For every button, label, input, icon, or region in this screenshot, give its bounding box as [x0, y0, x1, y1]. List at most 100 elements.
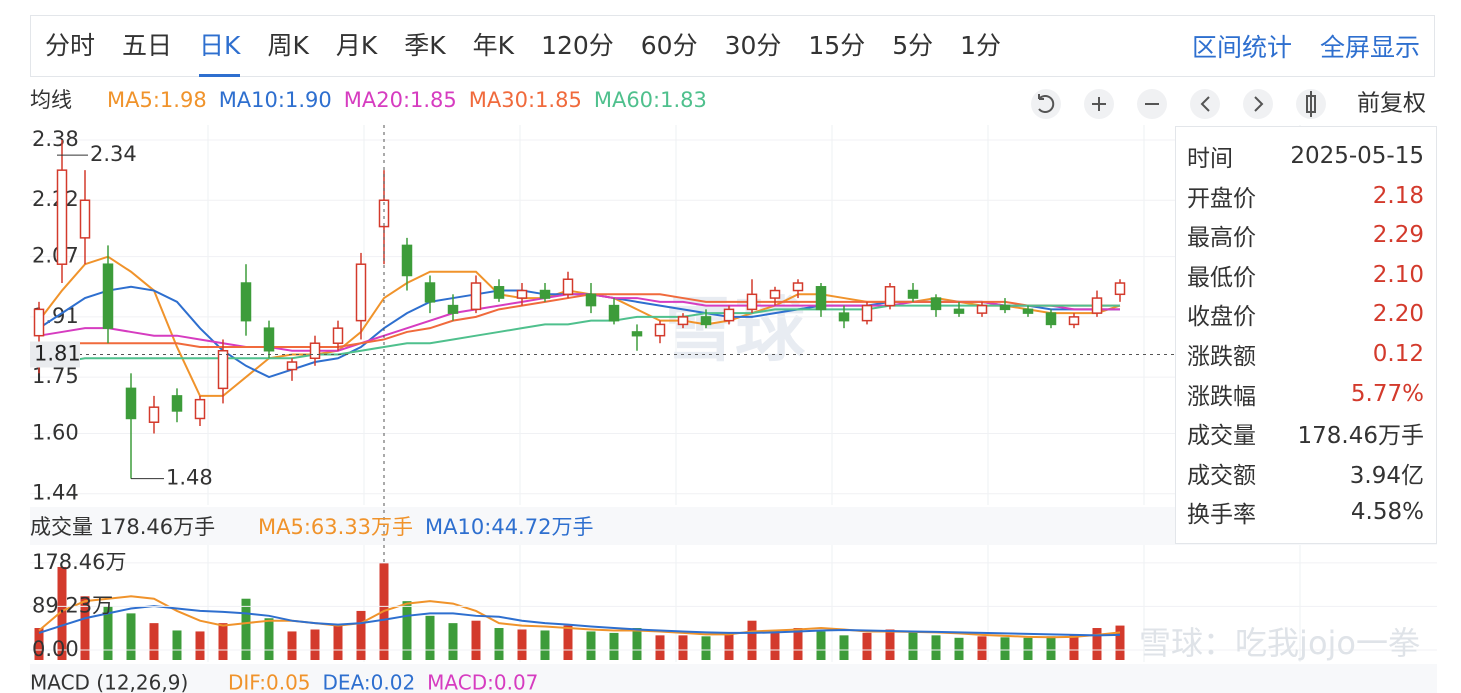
y-tick-label: 2.22	[32, 187, 79, 211]
tool-link[interactable]: 全屏显示	[1319, 33, 1420, 62]
candle-body	[355, 263, 367, 322]
volume-bar	[632, 628, 642, 660]
macd-legend-item: DEA:0.02	[323, 671, 416, 693]
volume-legend-item: MA5:63.33万手	[258, 515, 413, 539]
period-tab[interactable]: 60分	[640, 31, 698, 60]
volume-bar	[793, 628, 803, 660]
tool-icon	[1254, 96, 1264, 112]
volume-tick-label: 89.23万	[32, 593, 113, 617]
candle-body	[953, 308, 965, 314]
volume-bar	[586, 631, 596, 660]
y-tick-label: 1.44	[32, 481, 79, 505]
period-tab[interactable]: 15分	[808, 31, 866, 60]
info-label: 涨跌幅	[1187, 383, 1256, 410]
volume-bar	[333, 625, 343, 660]
volume-bar	[816, 631, 826, 660]
period-tab[interactable]: 月K	[335, 31, 378, 60]
tool-link[interactable]: 区间统计	[1191, 33, 1292, 62]
candle-body	[33, 308, 45, 337]
info-value: 4.58%	[1350, 499, 1424, 526]
volume-tick-label: 178.46万	[32, 550, 126, 574]
candle-body	[861, 304, 873, 322]
info-label: 涨跌额	[1187, 344, 1256, 370]
tool-button[interactable]	[1031, 89, 1061, 119]
volume-bar	[57, 566, 67, 660]
period-tab[interactable]: 日K	[199, 15, 241, 77]
watermark: 雪球：吃我jojo一拳	[1139, 624, 1420, 662]
candle-body	[447, 304, 459, 314]
candle-body	[1091, 297, 1103, 314]
volume-bar	[149, 623, 159, 660]
candle-body	[378, 199, 390, 228]
info-row: 涨跌幅 5.77%	[1187, 377, 1424, 411]
ma-legend-item: MA30:1.85	[469, 88, 582, 112]
volume-bar	[448, 623, 458, 660]
candle-body	[217, 349, 229, 390]
period-tab[interactable]: 120分	[541, 31, 614, 60]
volume-bar	[34, 628, 44, 660]
info-label: 时间	[1187, 146, 1233, 172]
tool-icon	[1092, 97, 1106, 111]
period-tab[interactable]: 5分	[892, 31, 934, 60]
y-tick-label: 2.38	[32, 127, 79, 151]
volume-bar	[655, 635, 665, 660]
candle-body	[332, 327, 344, 344]
info-row: 成交额 3.94亿	[1187, 456, 1424, 490]
info-row: 最低价 2.10	[1187, 258, 1424, 292]
candle-body	[884, 286, 896, 307]
candle-body	[424, 282, 436, 303]
volume-bar	[862, 632, 872, 660]
ma-legend-item: MA5:1.98	[107, 88, 207, 112]
info-value: 5.77%	[1350, 380, 1424, 407]
volume-bar	[1069, 635, 1079, 660]
ma-legend-title: 均线	[30, 88, 72, 112]
tool-button[interactable]	[1190, 89, 1220, 119]
macd-legend-item: MACD:0.07	[427, 671, 538, 693]
ma-legend-item: MA10:1.90	[219, 88, 332, 112]
tool-links: 区间统计 全屏显示	[1178, 28, 1434, 64]
tool-icon	[1200, 96, 1210, 112]
info-value: 178.46万手	[1297, 423, 1424, 450]
volume-legend-item: MA10:44.72万手	[425, 515, 593, 539]
volume-bar	[1115, 625, 1125, 660]
y-tick-label: 1.75	[32, 364, 79, 388]
y-tick-label: 1.60	[32, 421, 79, 445]
info-row: 成交量 178.46万手	[1187, 416, 1424, 450]
candle-body	[539, 289, 551, 299]
candle-body	[493, 286, 505, 299]
period-tab[interactable]: 30分	[724, 31, 782, 60]
volume-bar	[908, 631, 918, 660]
volume-bar	[218, 623, 228, 660]
candle-body	[677, 316, 689, 326]
volume-ma-line	[38, 595, 1121, 639]
adjust-label: 前复权	[1357, 91, 1426, 117]
volume-bar	[172, 630, 182, 660]
volume-bar	[931, 635, 941, 660]
volume-bar	[471, 620, 481, 660]
candle-body	[148, 406, 160, 423]
period-tab[interactable]: 五日	[122, 31, 173, 60]
info-label: 换手率	[1187, 502, 1256, 529]
candle-body	[907, 289, 919, 299]
period-tab[interactable]: 1分	[960, 31, 1002, 60]
candle-body	[746, 293, 758, 311]
period-tab[interactable]: 季K	[404, 31, 446, 60]
volume-bar	[540, 630, 550, 660]
period-tab[interactable]: 年K	[472, 31, 515, 60]
period-tab[interactable]: 周K	[267, 31, 309, 60]
volume-bar	[517, 629, 527, 660]
volume-ma-line	[38, 605, 1121, 637]
candle-body	[838, 312, 850, 322]
period-tab[interactable]: 分时	[45, 31, 96, 60]
candle-body	[976, 304, 988, 314]
volume-bar	[1092, 628, 1102, 660]
tool-button[interactable]	[1243, 89, 1273, 119]
volume-bar	[1023, 637, 1033, 660]
volume-bar	[747, 620, 757, 660]
candle-body	[240, 282, 252, 322]
candle-body	[102, 263, 114, 329]
volume-bar	[264, 618, 274, 660]
volume-bar	[1046, 636, 1056, 660]
candle-body	[1045, 312, 1057, 326]
info-value: 2025-05-15	[1290, 143, 1424, 169]
